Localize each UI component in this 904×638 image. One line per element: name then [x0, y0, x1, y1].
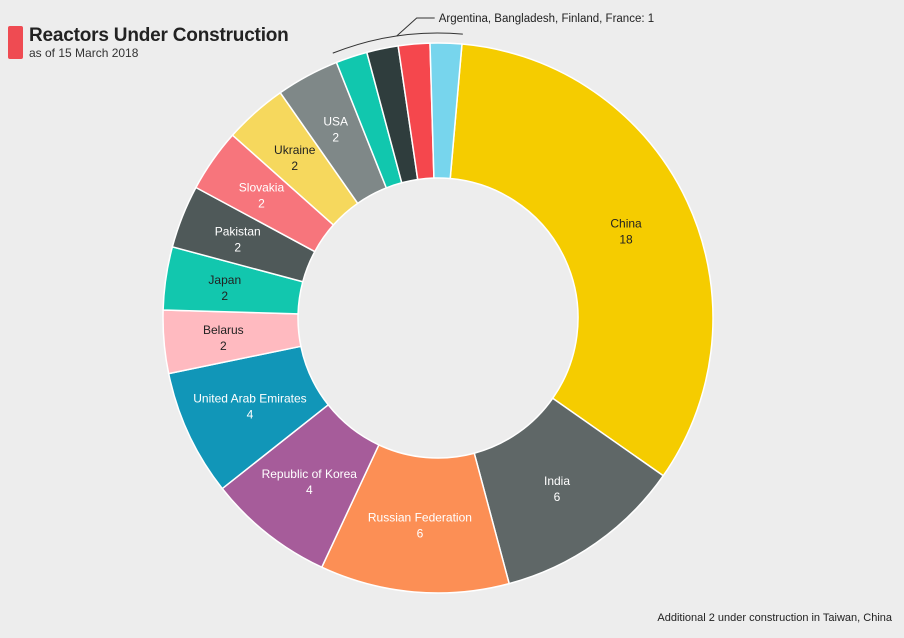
- callout-leader-line: [396, 17, 435, 37]
- slice-value-japan: 2: [221, 289, 228, 303]
- slice-label-ukraine: Ukraine: [274, 143, 316, 157]
- slice-value-republic-of-korea: 4: [306, 483, 313, 497]
- slice-label-japan: Japan: [208, 273, 241, 287]
- chart-header: Reactors Under Construction as of 15 Mar…: [8, 26, 289, 61]
- callout-label: Argentina, Bangladesh, Finland, France: …: [439, 13, 654, 25]
- chart-title: Reactors Under Construction: [29, 25, 289, 46]
- slice-france: [429, 42, 463, 180]
- chart-subtitle: as of 15 March 2018: [29, 46, 139, 60]
- slice-label-russian-federation: Russian Federation: [368, 511, 472, 525]
- slice-value-russian-federation: 6: [417, 527, 424, 541]
- slice-label-china: China: [610, 216, 642, 230]
- slice-label-usa: USA: [323, 114, 348, 128]
- slice-value-china: 18: [619, 232, 633, 246]
- slice-value-india: 6: [554, 490, 561, 504]
- donut-slices: [162, 42, 714, 594]
- slice-value-usa: 2: [332, 130, 339, 144]
- slice-label-slovakia: Slovakia: [239, 180, 285, 194]
- slice-label-belarus: Belarus: [203, 323, 244, 337]
- slice-label-pakistan: Pakistan: [215, 224, 261, 238]
- slice-labels: China 18 India 6 Russian Federation 6 Republic…: [193, 114, 642, 540]
- title-marker: [8, 26, 23, 59]
- slice-label-republic-of-korea: Republic of Korea: [262, 467, 358, 481]
- slice-label-united-arab-emirates: United Arab Emirates: [193, 392, 306, 406]
- slice-value-belarus: 2: [220, 339, 227, 353]
- slice-value-ukraine: 2: [291, 159, 298, 173]
- callout-bracket: [332, 32, 463, 54]
- slice-value-united-arab-emirates: 4: [247, 408, 254, 422]
- small-slices-callout: Argentina, Bangladesh, Finland, France: …: [332, 13, 654, 54]
- slice-label-india: India: [544, 474, 570, 488]
- footnote: Additional 2 under construction in Taiwa…: [657, 612, 892, 624]
- slice-value-pakistan: 2: [234, 240, 241, 254]
- slice-china: [449, 43, 714, 477]
- title-block: Reactors Under Construction as of 15 Mar…: [29, 26, 289, 61]
- slice-value-slovakia: 2: [258, 196, 265, 210]
